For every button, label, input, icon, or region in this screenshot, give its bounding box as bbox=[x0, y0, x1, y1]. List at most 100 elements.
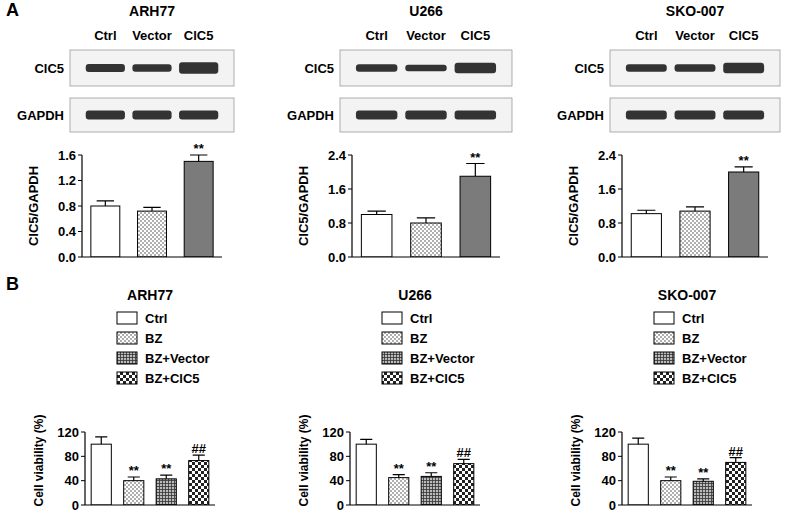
bar bbox=[421, 476, 441, 505]
legend-label: BZ bbox=[410, 331, 427, 346]
bar bbox=[661, 481, 681, 505]
y-axis-label: ClC5/GAPDH bbox=[296, 166, 311, 246]
legend-swatch bbox=[382, 332, 402, 344]
y-tick-label: 0.8 bbox=[598, 216, 616, 231]
blot-band bbox=[86, 111, 125, 120]
y-tick bbox=[348, 189, 352, 190]
blot-row-label: GAPDH bbox=[17, 108, 64, 123]
y-tick bbox=[618, 155, 622, 156]
y-tick-label: 0 bbox=[337, 498, 344, 513]
y-axis bbox=[621, 155, 622, 257]
legend-label: BZ+Vector bbox=[682, 351, 747, 366]
legend-label: BZ bbox=[145, 331, 162, 346]
bar bbox=[628, 444, 648, 505]
figure: ABARH77CtrlVectorClC5ClC5GAPDHClC5/GAPDH… bbox=[0, 0, 800, 515]
marks bbox=[628, 438, 746, 505]
blot-band bbox=[356, 111, 397, 120]
legend-swatch bbox=[382, 312, 402, 324]
y-tick bbox=[81, 505, 85, 506]
chart-title: U266 bbox=[398, 287, 432, 303]
y-tick-label: 80 bbox=[330, 449, 344, 464]
error-bar bbox=[466, 164, 484, 177]
bar bbox=[91, 206, 120, 257]
blot-band bbox=[675, 111, 716, 120]
blot-frame bbox=[340, 50, 512, 86]
chart-title: ARH77 bbox=[127, 287, 173, 303]
y-tick-label: 1.6 bbox=[328, 182, 346, 197]
blot-row-label: ClC5 bbox=[34, 61, 64, 76]
bar bbox=[631, 214, 661, 257]
x-axis bbox=[350, 504, 480, 505]
error-bar bbox=[97, 201, 114, 206]
significance-label: ** bbox=[394, 461, 405, 476]
blot-frame bbox=[70, 50, 234, 86]
y-tick-label: 40 bbox=[65, 473, 79, 488]
bar bbox=[389, 478, 409, 505]
bar bbox=[124, 481, 144, 505]
y-tick-label: 0.8 bbox=[328, 216, 346, 231]
bar bbox=[729, 172, 759, 257]
y-axis bbox=[351, 155, 352, 257]
legend-label: BZ+Vector bbox=[410, 351, 475, 366]
y-tick-label: 0 bbox=[72, 498, 79, 513]
y-tick bbox=[348, 223, 352, 224]
blot-band bbox=[132, 64, 171, 72]
y-tick bbox=[618, 480, 622, 481]
error-bar bbox=[686, 207, 704, 211]
blot-band bbox=[626, 64, 667, 71]
legend-swatch bbox=[117, 312, 137, 324]
lane-label: Vector bbox=[675, 28, 715, 43]
y-tick bbox=[81, 480, 85, 481]
error-bar bbox=[360, 439, 372, 444]
y-tick-label: 1.2 bbox=[58, 173, 76, 188]
error-bar bbox=[632, 438, 644, 444]
blot-band bbox=[675, 64, 716, 72]
bar bbox=[693, 481, 713, 505]
blot-band bbox=[455, 63, 496, 73]
chart: ARH77Cell viability (%)****##04080120Ctr… bbox=[32, 287, 215, 513]
y-tick bbox=[78, 206, 82, 207]
blot-band bbox=[723, 63, 764, 74]
y-tick-label: 0.8 bbox=[58, 199, 76, 214]
y-tick bbox=[618, 223, 622, 224]
blot-band bbox=[626, 111, 667, 120]
lane-label: Ctrl bbox=[94, 28, 116, 43]
error-bar bbox=[143, 207, 160, 211]
blot-band bbox=[405, 65, 446, 72]
significance-label: ** bbox=[470, 150, 481, 165]
y-tick bbox=[618, 505, 622, 506]
significance-label: ** bbox=[161, 461, 172, 476]
significance-label: ** bbox=[129, 463, 140, 478]
blot-row-label: GAPDH bbox=[557, 108, 604, 123]
blot-band bbox=[356, 64, 397, 71]
blot-band bbox=[405, 111, 446, 120]
legend-label: Ctrl bbox=[145, 311, 167, 326]
legend-label: BZ bbox=[682, 331, 699, 346]
blot-frame bbox=[610, 98, 780, 132]
y-tick-label: 1.6 bbox=[58, 148, 76, 163]
significance-label: ## bbox=[729, 444, 744, 459]
y-tick bbox=[78, 231, 82, 232]
lane-label: Vector bbox=[406, 28, 446, 43]
blot-band bbox=[86, 64, 125, 72]
legend-label: Ctrl bbox=[410, 311, 432, 326]
legend-swatch bbox=[117, 372, 137, 384]
blot-frame bbox=[70, 98, 234, 132]
y-tick bbox=[346, 432, 350, 433]
y-tick-label: 80 bbox=[602, 449, 616, 464]
legend-label: BZ+Vector bbox=[145, 351, 210, 366]
legend-swatch bbox=[654, 312, 674, 324]
error-bar bbox=[417, 218, 435, 223]
y-axis bbox=[621, 432, 622, 505]
error-bar bbox=[95, 437, 107, 444]
y-axis bbox=[349, 432, 350, 505]
y-tick-label: 120 bbox=[594, 425, 616, 440]
significance-label: ## bbox=[457, 445, 472, 460]
blot-band bbox=[132, 111, 171, 120]
y-axis-label: Cell viability (%) bbox=[32, 414, 46, 506]
y-tick-label: 0.4 bbox=[58, 224, 77, 239]
bar bbox=[454, 464, 474, 505]
y-tick bbox=[346, 505, 350, 506]
significance-label: ** bbox=[698, 465, 709, 480]
y-tick-label: 80 bbox=[65, 449, 79, 464]
